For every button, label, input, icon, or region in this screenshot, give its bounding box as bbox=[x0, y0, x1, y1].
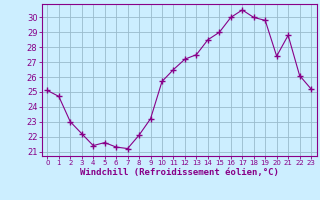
X-axis label: Windchill (Refroidissement éolien,°C): Windchill (Refroidissement éolien,°C) bbox=[80, 168, 279, 177]
